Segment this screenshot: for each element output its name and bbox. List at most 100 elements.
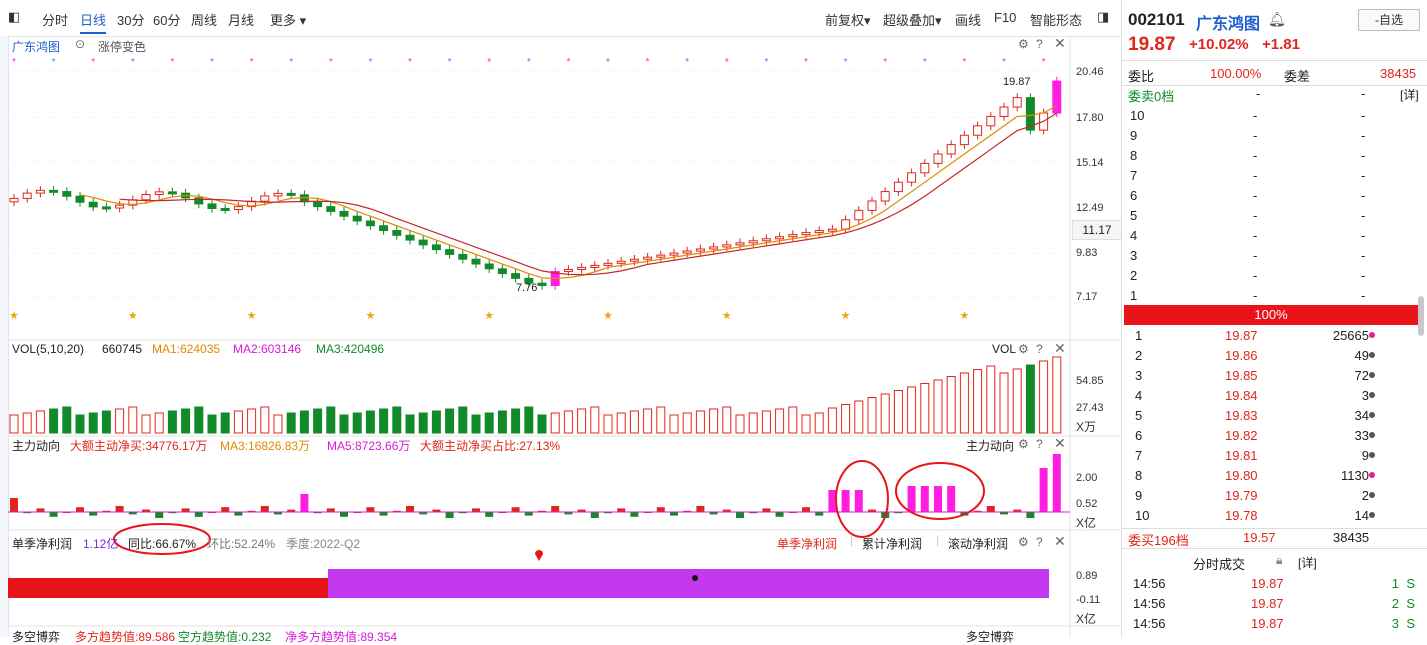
tab-divider: |: [936, 533, 940, 547]
flow-help-icon[interactable]: ?: [1036, 437, 1043, 451]
trades-detail-link[interactable]: [详]: [1298, 556, 1317, 570]
tab-cumulative-profit[interactable]: 累计净利润: [862, 537, 923, 551]
add-watchlist-button[interactable]: -自选: [1358, 9, 1420, 31]
flow-bar: [802, 507, 810, 512]
sell-volume: -: [1361, 208, 1366, 223]
candle-body: [326, 206, 336, 212]
volume-bar: [643, 408, 653, 434]
candle-body: [207, 203, 217, 209]
signal-star-icon: *: [12, 57, 16, 68]
event-star-icon: ★: [722, 310, 732, 322]
tab-rolling-profit[interactable]: 滚动净利润: [948, 537, 1009, 551]
volume-bar: [907, 386, 917, 434]
vol-help-icon[interactable]: ?: [1036, 342, 1043, 356]
help-icon[interactable]: ?: [1036, 37, 1043, 51]
tab-single-quarter-profit[interactable]: 单季净利润: [777, 537, 838, 551]
volume-bar: [313, 408, 323, 434]
flow-bar: [115, 506, 124, 512]
profit-close-icon[interactable]: ✕: [1054, 533, 1066, 549]
lock-icon[interactable]: 🔒︎: [1276, 553, 1283, 567]
buy-price: 19.87: [1225, 328, 1258, 343]
vol-settings-icon[interactable]: ⚙: [1018, 342, 1029, 356]
settings-icon[interactable]: ⚙: [1018, 37, 1029, 51]
profit-bar: [328, 569, 1049, 598]
volume-bar: [339, 414, 349, 434]
bell-icon[interactable]: 🔔︎: [1268, 11, 1286, 27]
signal-star-icon: *: [646, 57, 650, 68]
flow-bar: [736, 512, 744, 518]
more-dropdown[interactable]: 更多 ▾: [270, 13, 307, 28]
profit-help-icon[interactable]: ?: [1036, 535, 1043, 549]
flow-bar: [604, 512, 612, 514]
candle-body: [431, 244, 441, 251]
candle-body: [893, 181, 903, 193]
signal-star-icon: *: [170, 57, 174, 68]
vol-close-icon[interactable]: ✕: [1054, 340, 1066, 356]
buy-volume: 34: [1354, 408, 1369, 423]
sell-level: 3: [1130, 248, 1138, 263]
buy-level: 4: [1135, 388, 1143, 403]
divider: [1122, 548, 1427, 549]
volume-bar: [867, 397, 877, 434]
sell-row: 8 - -: [1125, 146, 1425, 166]
flow-close-icon[interactable]: ✕: [1054, 435, 1066, 451]
tab-daily[interactable]: 日线: [80, 10, 107, 34]
candle-body: [101, 206, 111, 210]
tab-30min[interactable]: 30分: [117, 13, 145, 28]
candle-body: [1052, 80, 1062, 114]
dropdown-circle-icon[interactable]: ⊙: [75, 37, 86, 51]
pre-adjust-dropdown[interactable]: 前复权▾: [825, 13, 871, 28]
draw-line-button[interactable]: 画线: [955, 13, 982, 28]
flow-ratio: 大额主动净买占比:27.13%: [420, 439, 561, 453]
volume-bar: [959, 372, 969, 434]
sell-detail-link[interactable]: [详]: [1400, 88, 1419, 102]
tab-monthly[interactable]: 月线: [228, 13, 255, 28]
candle-body: [458, 253, 468, 260]
annotation-circle: [835, 460, 889, 538]
close-icon[interactable]: ✕: [1054, 35, 1066, 51]
volume-bar: [405, 414, 415, 434]
flow-settings-icon[interactable]: ⚙: [1018, 437, 1029, 451]
flow-bar: [590, 512, 599, 518]
panel-toggle-icon[interactable]: ◧: [8, 9, 21, 24]
candle-body: [141, 194, 151, 201]
sell-row: 5 - -: [1125, 206, 1425, 226]
volume-bar: [22, 412, 32, 434]
vol-tick: 54.85: [1076, 375, 1104, 387]
sell-row: 2 - -: [1125, 266, 1425, 286]
flow-bar: [128, 512, 137, 515]
tab-intraday[interactable]: 分时: [42, 13, 69, 28]
flow-bar: [973, 510, 982, 512]
chart-toolbar: ◧ 分时 日线 30分 60分 周线 月线 更多 ▾ 前复权▾ 超级叠加▾ 画线…: [0, 0, 1120, 37]
buy-price: 19.82: [1225, 428, 1258, 443]
flow-bar: [1052, 454, 1061, 512]
candle-body: [643, 256, 653, 260]
flow-name: 主力动向: [966, 439, 1015, 453]
buy-price: 19.84: [1225, 388, 1258, 403]
signal-star-icon: *: [408, 57, 412, 68]
limit-color-toggle[interactable]: 涨停变色: [98, 40, 147, 54]
panel-collapse-icon[interactable]: ◨: [1097, 9, 1110, 24]
overlay-dropdown[interactable]: 超级叠加▾: [883, 13, 942, 28]
scrollbar-thumb[interactable]: [1418, 296, 1424, 336]
signal-star-icon: *: [527, 57, 531, 68]
order-dot-icon: [1369, 472, 1375, 478]
smart-pattern-button[interactable]: 智能形态: [1030, 13, 1083, 28]
chart-canvas[interactable]: * * * * * * * * * * * * * * * * * * * * * * * * * * * ★ ★ ★ ★ ★ ★ ★ ★ ★: [8, 36, 1120, 637]
candle-body: [616, 260, 626, 264]
tab-weekly[interactable]: 周线: [191, 13, 218, 28]
profit-settings-icon[interactable]: ⚙: [1018, 535, 1029, 549]
order-dot-icon: [1369, 412, 1375, 418]
profit-label: 单季净利润: [12, 537, 73, 551]
candle-body: [775, 236, 785, 240]
f10-button[interactable]: F10: [994, 10, 1017, 25]
candle-body: [313, 201, 323, 208]
flow-bar: [221, 507, 230, 512]
volume-bar: [299, 410, 309, 434]
volume-bar: [260, 406, 270, 434]
tab-60min[interactable]: 60分: [153, 13, 181, 28]
flow-bar: [340, 512, 348, 517]
stock-name[interactable]: 广东鸿图: [1196, 16, 1261, 33]
order-dot-icon: [1369, 372, 1375, 378]
signal-star-icon: *: [210, 57, 214, 68]
